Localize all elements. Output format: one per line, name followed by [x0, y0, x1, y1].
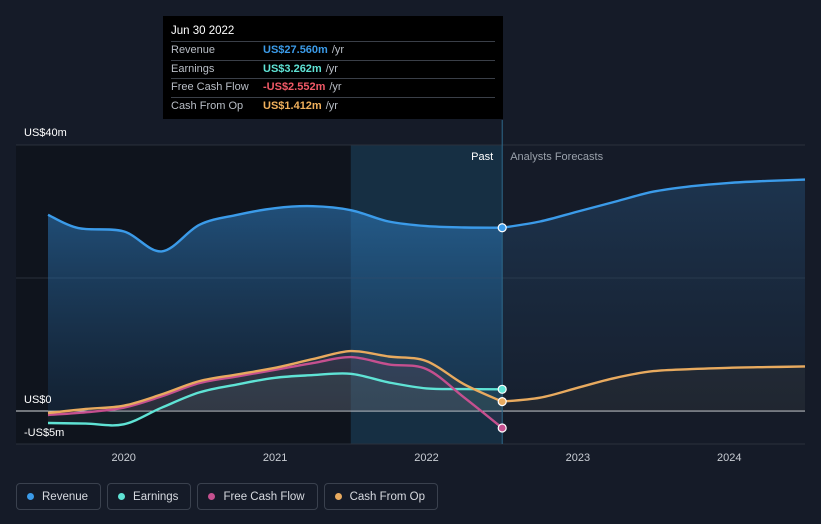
legend-label: Earnings — [133, 490, 179, 503]
legend-dot-icon — [27, 493, 34, 500]
y-tick-label-bottom: -US$5m — [24, 427, 64, 439]
tooltip-value: US$1.412m — [263, 99, 322, 112]
free-cash-flow-marker — [497, 423, 507, 433]
axis-labels: US$40m US$0 -US$5m 2020 2021 2022 2023 2… — [24, 127, 742, 464]
revenue-forecast-area — [502, 179, 805, 411]
tooltip-unit: /yr — [325, 62, 338, 75]
legend-dot-icon — [208, 493, 216, 500]
earnings-marker — [497, 384, 507, 394]
legend-item-earnings[interactable]: Earnings — [107, 483, 192, 510]
legend-label: Free Cash Flow — [223, 490, 305, 503]
legend-item-cash-from-op[interactable]: Cash From Op — [323, 483, 439, 510]
tooltip-row-revenue: Revenue US$27.560m /yr — [171, 41, 495, 60]
series-markers — [497, 223, 507, 433]
tooltip-unit: /yr — [329, 81, 342, 93]
series-areas — [48, 179, 805, 428]
y-tick-label-top: US$40m — [24, 127, 67, 139]
tooltip-label: Cash From Op — [171, 99, 244, 112]
x-tick-label-2022: 2022 — [414, 452, 438, 464]
legend: Revenue Earnings Free Cash Flow Cash Fro… — [16, 483, 439, 510]
forecast-label: Analysts Forecasts — [510, 151, 603, 163]
tooltip-row-cash-from-op: Cash From Op US$1.412m /yr — [171, 96, 495, 116]
tooltip-unit: /yr — [325, 99, 338, 112]
x-tick-label-2024: 2024 — [717, 452, 741, 464]
tooltip-label: Earnings — [171, 62, 215, 75]
legend-item-free-cash-flow[interactable]: Free Cash Flow — [197, 483, 318, 510]
tooltip-unit: /yr — [331, 44, 345, 56]
tooltip-date: Jun 30 2022 — [171, 25, 235, 37]
earnings-area — [48, 373, 503, 426]
cash-from-op-forecast-line — [502, 365, 806, 403]
tooltip-value: -US$2.552m — [263, 81, 326, 93]
legend-label: Cash From Op — [349, 490, 426, 503]
cash-from-op-forecast-area — [502, 366, 805, 411]
earnings-line — [47, 372, 503, 427]
revenue-marker — [497, 223, 507, 233]
tooltip-label: Free Cash Flow — [171, 81, 249, 93]
free-cash-flow-area — [48, 357, 503, 428]
revenue-area — [48, 206, 503, 411]
y-tick-label-zero: US$0 — [24, 394, 52, 406]
legend-dot-icon — [334, 493, 342, 500]
tooltip: Jun 30 2022 Revenue US$27.560m /yr Earni… — [163, 16, 503, 119]
tooltip-row-free-cash-flow: Free Cash Flow -US$2.552m /yr — [171, 78, 495, 97]
x-tick-label-2023: 2023 — [566, 452, 590, 464]
free-cash-flow-line — [47, 355, 503, 429]
series-lines — [47, 178, 806, 429]
x-tick-label-2020: 2020 — [111, 452, 135, 464]
tooltip-label: Revenue — [171, 44, 216, 56]
cash-from-op-marker — [497, 397, 507, 407]
legend-dot-icon — [118, 493, 126, 500]
tooltip-value: US$3.262m — [263, 62, 322, 75]
revenue-line — [47, 204, 503, 253]
x-tick-label-2021: 2021 — [263, 452, 287, 464]
past-label: Past — [471, 151, 493, 163]
tooltip-value: US$27.560m — [263, 44, 328, 56]
legend-item-revenue[interactable]: Revenue — [16, 483, 102, 510]
tooltip-row-earnings: Earnings US$3.262m /yr — [171, 59, 495, 79]
revenue-forecast-line — [502, 178, 806, 229]
legend-label: Revenue — [42, 490, 89, 503]
cash-from-op-line — [47, 349, 503, 415]
